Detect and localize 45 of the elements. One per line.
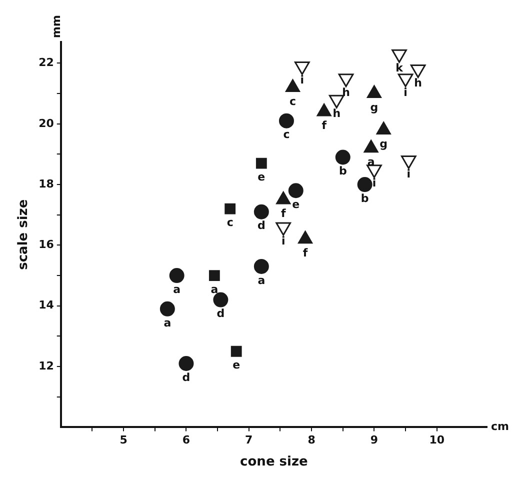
- annotation: i: [406, 168, 411, 181]
- y-tick-label: 12: [38, 359, 54, 372]
- x-axis-title: cone size: [240, 454, 308, 470]
- annotation: d: [257, 219, 266, 232]
- y-tick-label: 20: [38, 116, 54, 130]
- x-tick-label: 8: [308, 434, 316, 447]
- annotation: h: [332, 106, 341, 120]
- annotation: c: [289, 94, 296, 108]
- annotation: i: [300, 74, 304, 87]
- x-tick-label: 6: [182, 434, 190, 447]
- text: cm: [491, 420, 509, 434]
- y-tick-label: 16: [38, 238, 54, 252]
- y-tick-label: 14: [38, 298, 54, 312]
- annotation: e: [232, 358, 240, 372]
- annotation: i: [281, 234, 286, 248]
- annotation: a: [210, 282, 218, 296]
- y-tick-label: 18: [38, 177, 54, 190]
- annotation: a: [258, 274, 266, 287]
- annotation: f: [302, 246, 308, 260]
- y-tick-label: 22: [38, 56, 54, 70]
- annotation: c: [283, 128, 290, 142]
- annotation: b: [360, 192, 369, 205]
- x-tick-label: 5: [120, 434, 128, 447]
- x-tick-label: 7: [245, 434, 253, 447]
- annotation: d: [182, 370, 190, 384]
- annotation: f: [322, 119, 327, 132]
- annotation: k: [396, 61, 404, 74]
- annotation: i: [372, 176, 376, 190]
- annotation: b: [338, 164, 347, 178]
- annotation: c: [226, 216, 234, 230]
- annotation: a: [164, 316, 172, 330]
- annotation: h: [342, 86, 350, 99]
- annotation: f: [280, 207, 286, 220]
- annotation: a: [173, 282, 181, 296]
- text: mm: [50, 15, 63, 38]
- annotation: i: [404, 86, 408, 99]
- y-axis-title: scale size: [16, 199, 32, 270]
- annotation: g: [380, 137, 388, 150]
- annotation: e: [258, 170, 266, 184]
- x-tick-label: 9: [370, 434, 378, 447]
- annotation: d: [216, 307, 225, 320]
- annotation: e: [292, 198, 300, 211]
- x-tick-label: 10: [429, 434, 445, 447]
- annotation: g: [370, 100, 378, 114]
- annotation: h: [414, 76, 422, 90]
